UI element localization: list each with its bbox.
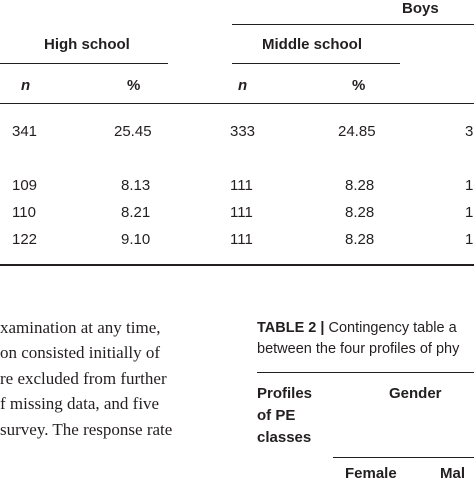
cell-hs-n: 341 — [12, 123, 38, 140]
group-header-boys: Boys — [402, 0, 439, 17]
col-group-middle-school: Middle school — [262, 36, 363, 53]
cell-ms-n: 333 — [230, 123, 256, 140]
cell-hs-pct: 8.13 — [121, 177, 151, 194]
table-2-caption-text: Contingency table a — [328, 320, 457, 336]
middle-school-rule — [232, 63, 400, 64]
subheader-n: n — [21, 77, 31, 94]
cell-ms-pct: 8.28 — [345, 204, 375, 221]
boys-rule — [232, 24, 474, 25]
cell-ms-n: 111 — [230, 177, 253, 194]
subheader-female: Female — [345, 465, 397, 482]
subheader-male: Mal — [440, 465, 466, 482]
cell-ms-pct: 8.28 — [345, 177, 375, 194]
cell-hs-pct: 25.45 — [114, 123, 152, 140]
table-2-caption-line2: between the four profiles of phy — [257, 341, 460, 357]
cell-ms-n: 111 — [230, 231, 253, 248]
cell-ms-pct: 8.28 — [345, 231, 375, 248]
body-line: f missing data, and five — [0, 394, 160, 413]
body-line: xamination at any time, — [0, 318, 161, 337]
cell-hs-n: 109 — [12, 177, 38, 194]
cell-ms-n: 111 — [230, 204, 253, 221]
cell-hs-n: 110 — [12, 204, 36, 221]
table-bottom-rule — [0, 264, 474, 266]
body-line: re excluded from further — [0, 369, 167, 388]
cell-hs-pct: 9.10 — [121, 231, 151, 248]
gender-rule — [333, 457, 474, 458]
col-group-high-school: High school — [44, 36, 130, 53]
cell-hs-pct: 8.21 — [121, 204, 151, 221]
cell-cut: 1 — [465, 231, 474, 248]
cell-cut: 3 — [465, 123, 474, 140]
cell-ms-pct: 24.85 — [338, 123, 376, 140]
col-header-gender: Gender — [389, 385, 442, 402]
header-rule — [0, 103, 474, 104]
subheader-pct: % — [352, 77, 366, 94]
cell-hs-n: 122 — [12, 231, 38, 248]
body-line: survey. The response rate — [0, 420, 173, 439]
high-school-rule — [0, 63, 168, 64]
body-line: on consisted initially of — [0, 343, 161, 362]
row-header-profiles: Profiles of PE classes — [257, 385, 313, 446]
table-2-top-rule — [257, 372, 474, 373]
cell-cut: 1 — [465, 204, 474, 221]
subheader-n: n — [238, 77, 248, 94]
table-2-label: TABLE 2 | — [257, 320, 325, 336]
table-2-caption-line1: TABLE 2 | Contingency table a — [257, 320, 457, 336]
cell-cut: 1 — [465, 177, 474, 194]
subheader-pct: % — [127, 77, 141, 94]
